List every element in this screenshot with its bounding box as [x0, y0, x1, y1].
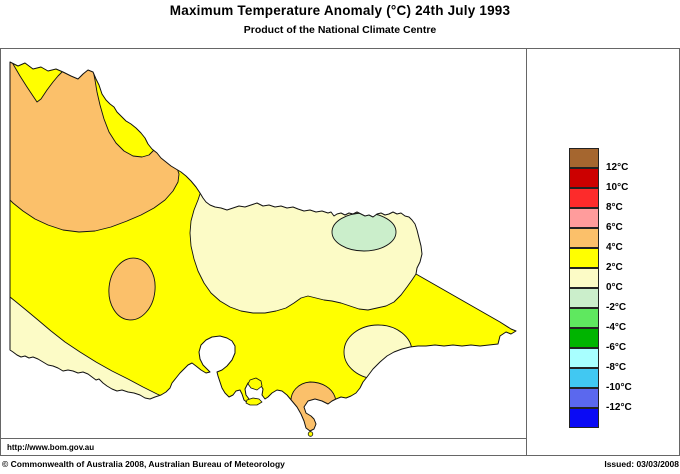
legend-label-2degC: 2°C [606, 262, 623, 273]
legend-swatch-red [569, 188, 599, 208]
issued-date-label: Issued: 03/03/2008 [604, 459, 679, 469]
legend-label-6degC: 6°C [606, 222, 623, 233]
legend-swatch-blue [569, 408, 599, 428]
phillip-island [245, 397, 263, 406]
legend-label-8degC: 8°C [606, 202, 623, 213]
legend-swatch-dark_red [569, 168, 599, 188]
page-title: Maximum Temperature Anomaly (°C) 24th Ju… [169, 3, 511, 18]
french-island [247, 377, 263, 391]
legend-swatch-orange [569, 228, 599, 248]
legend-swatch-pale_cyan [569, 348, 599, 368]
legend-label--4degC: -4°C [606, 322, 627, 333]
source-url-label: http://www.bom.gov.au [7, 443, 95, 452]
region-northeast-mint [331, 212, 397, 252]
legend-label-0degC: 0°C [606, 282, 623, 293]
legend-swatch-cyan [569, 368, 599, 388]
legend-label-4degC: 4°C [606, 242, 623, 253]
region-northwest-orange [10, 62, 180, 233]
legend-label--12degC: -12°C [606, 402, 632, 413]
legend-swatch-blue_purple [569, 388, 599, 408]
legend-label--2degC: -2°C [606, 302, 627, 313]
legend-swatch-pale_green [569, 288, 599, 308]
legend-label-10degC: 10°C [606, 182, 629, 193]
legend-swatch-green [569, 328, 599, 348]
region-central-north-cream [189, 183, 426, 314]
legend-swatch-light_green [569, 308, 599, 328]
legend-swatch-pink [569, 208, 599, 228]
page-subtitle: Product of the National Climate Centre [243, 24, 437, 36]
region-gippsland-cream [343, 324, 413, 380]
legend-label--6degC: -6°C [606, 342, 627, 353]
region-central-west-orange [108, 257, 156, 321]
legend-swatch-cream [569, 268, 599, 288]
legend-swatch-yellow [569, 248, 599, 268]
legend-label-12degC: 12°C [606, 162, 629, 173]
legend-label--10degC: -10°C [606, 382, 632, 393]
legend-swatch-brown [569, 148, 599, 168]
copyright-label: © Commonwealth of Australia 2008, Austra… [2, 459, 285, 469]
promontory-island-dot [307, 431, 314, 437]
legend-label--8degC: -8°C [606, 362, 627, 373]
